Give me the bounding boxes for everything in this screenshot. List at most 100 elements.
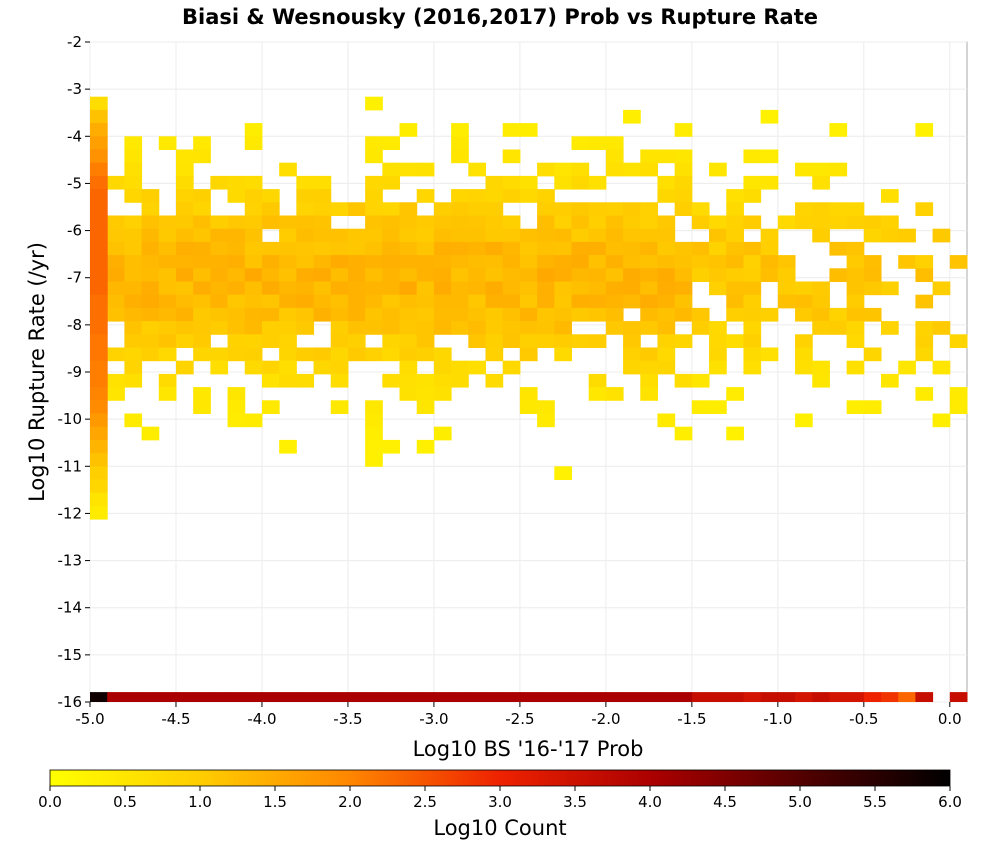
heatmap-cell [485, 241, 504, 256]
heatmap-cell [261, 215, 280, 230]
heatmap-cell [313, 255, 332, 269]
heatmap-cell [674, 241, 693, 256]
x-tick-label: -0.5 [849, 710, 878, 728]
heatmap-cell [296, 215, 315, 230]
heatmap-cell [107, 268, 125, 282]
heatmap-cell [640, 373, 658, 388]
heatmap-cell [193, 387, 211, 401]
heatmap-cell [605, 215, 624, 230]
heatmap-cell [554, 347, 572, 362]
heatmap-cell [709, 334, 727, 348]
heatmap-cell [674, 255, 693, 269]
heatmap-cell [416, 387, 435, 401]
heatmap-cell [158, 373, 177, 388]
heatmap-cell [554, 307, 572, 322]
heatmap-cell [881, 228, 899, 243]
heatmap-cell [743, 215, 762, 230]
heatmap-cell [175, 215, 194, 230]
heatmap-cell [279, 307, 297, 322]
heatmap-cell [227, 228, 246, 243]
heatmap-cell [244, 241, 263, 256]
heatmap-cell [726, 189, 744, 203]
heatmap-cell [691, 255, 710, 269]
bottom-row-cell [468, 692, 487, 702]
heatmap-cell [726, 215, 744, 230]
bottom-row-cell [433, 692, 452, 702]
heatmap-cell [846, 400, 865, 414]
heatmap-cell [726, 268, 744, 282]
heatmap-cell [640, 241, 658, 256]
heatmap-cell [691, 202, 710, 216]
heatmap-cell [141, 268, 160, 282]
heatmap-cell [674, 307, 693, 322]
bottom-row-cell [124, 692, 143, 702]
heatmap-cell [932, 321, 951, 335]
heatmap-cell [416, 307, 435, 322]
heatmap-cell [193, 215, 211, 230]
heatmap-cell [279, 360, 297, 375]
heatmap-cell [795, 347, 813, 362]
heatmap-cell [468, 321, 487, 335]
heatmap-cell [451, 255, 469, 269]
heatmap-cell [519, 281, 538, 296]
heatmap-cell [588, 387, 607, 401]
heatmap-cell [726, 228, 744, 243]
heatmap-cell [537, 307, 555, 322]
heatmap-cell [588, 294, 607, 309]
heatmap-cell [175, 202, 194, 216]
heatmap-cell [210, 241, 229, 256]
heatmap-cell [537, 413, 555, 428]
heatmap-cell [347, 307, 366, 322]
heatmap-cell [623, 202, 641, 216]
heatmap-cell [90, 307, 108, 322]
heatmap-cell [158, 307, 177, 322]
heatmap-cell [244, 360, 263, 375]
heatmap-cell [502, 175, 521, 190]
heatmap-cell [640, 281, 658, 296]
heatmap-cell [588, 281, 607, 296]
heatmap-cell [261, 202, 280, 216]
colorbar-tick-label: 3.5 [563, 793, 587, 811]
heatmap-cell [261, 281, 280, 296]
y-tick-label: -12 [58, 504, 83, 522]
heatmap-cell [365, 321, 383, 335]
heatmap-cell [416, 189, 435, 203]
heatmap-cell [915, 334, 934, 348]
heatmap-cell [158, 387, 177, 401]
heatmap-cell [846, 202, 865, 216]
heatmap-cell [657, 360, 676, 375]
bottom-row-cell [519, 692, 538, 702]
heatmap-cell [90, 202, 108, 216]
heatmap-cell [279, 281, 297, 296]
heatmap-cell [107, 281, 125, 296]
heatmap-cell [124, 255, 143, 269]
heatmap-cell [863, 347, 882, 362]
heatmap-cell [691, 215, 710, 230]
heatmap-cell [468, 294, 487, 309]
heatmap-cell [571, 268, 590, 282]
bottom-row-cell [537, 692, 555, 702]
bottom-row-cell [365, 692, 383, 702]
heatmap-cell [485, 189, 504, 203]
heatmap-cell [760, 228, 779, 243]
heatmap-cell [468, 360, 487, 375]
heatmap-cell [365, 268, 383, 282]
heatmap-cell [812, 307, 830, 322]
heatmap-cell [227, 281, 246, 296]
bottom-row-cell [571, 692, 590, 702]
heatmap-cell [313, 294, 332, 309]
heatmap-cell [502, 334, 521, 348]
heatmap-cell [210, 321, 229, 335]
heatmap-cell [485, 373, 504, 388]
heatmap-cell [227, 387, 246, 401]
heatmap-cell [709, 347, 727, 362]
heatmap-cell [623, 321, 641, 335]
heatmap-cell [175, 241, 194, 256]
heatmap-cell [502, 123, 521, 137]
heatmap-cell [451, 241, 469, 256]
heatmap-cell [726, 255, 744, 269]
heatmap-cell [451, 373, 469, 388]
heatmap-cell [90, 136, 108, 150]
heatmap-cell [433, 360, 452, 375]
